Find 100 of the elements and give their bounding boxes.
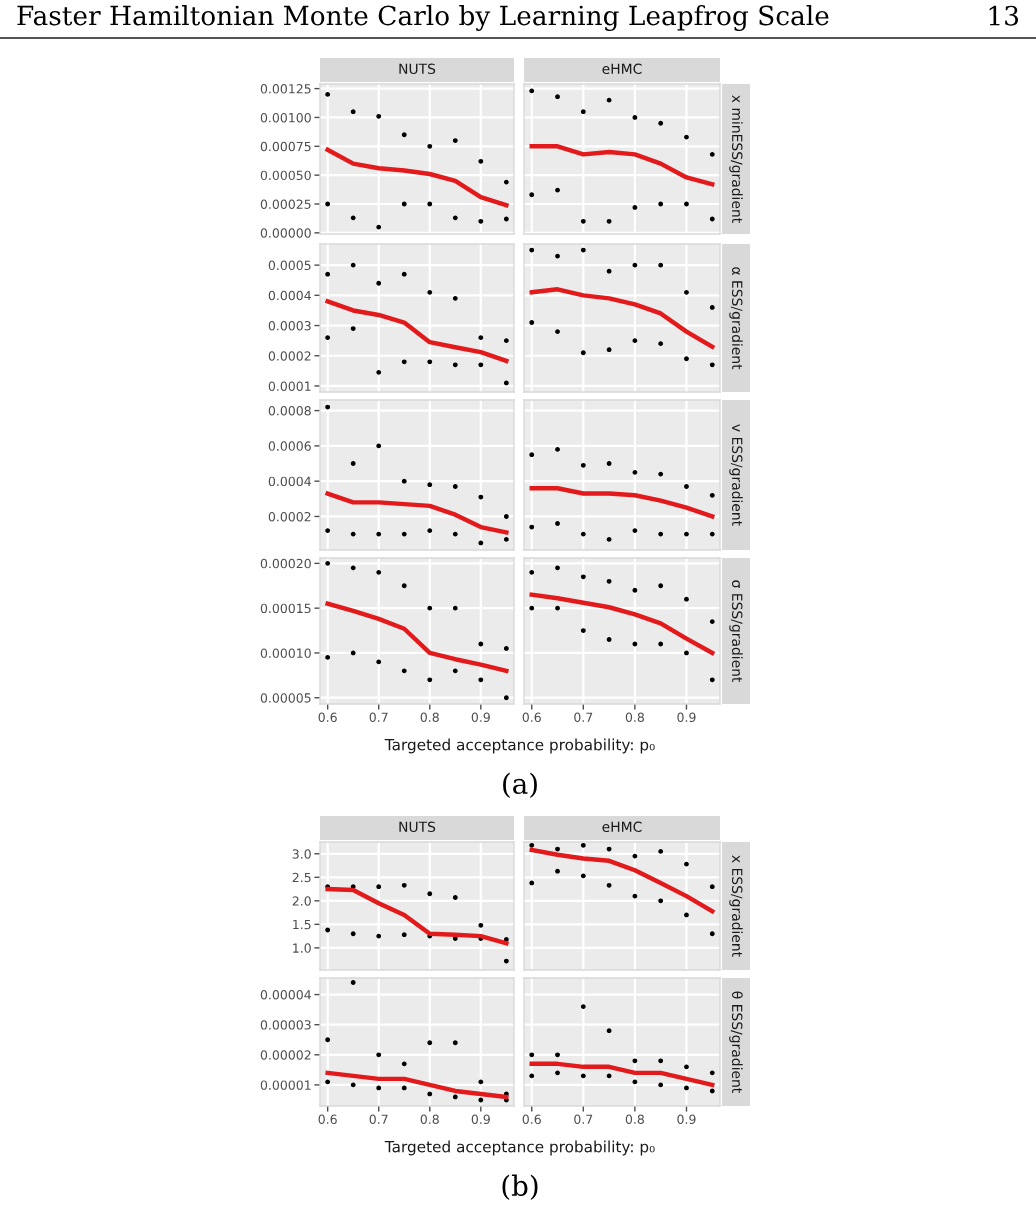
line-series (325, 491, 509, 535)
point (478, 1097, 484, 1103)
point (350, 215, 356, 221)
point (529, 192, 535, 198)
point (427, 677, 433, 683)
point (376, 1052, 382, 1058)
point (529, 524, 535, 530)
point (606, 218, 612, 224)
point (709, 151, 715, 157)
point (478, 335, 484, 341)
point (452, 362, 458, 368)
point (503, 958, 509, 964)
point (376, 531, 382, 537)
point (580, 109, 586, 115)
point (709, 931, 715, 937)
point (580, 574, 586, 580)
point (376, 224, 382, 230)
point (452, 531, 458, 537)
point (632, 338, 638, 344)
point (452, 668, 458, 674)
point (658, 898, 664, 904)
point (325, 404, 331, 410)
point (401, 478, 407, 484)
point (478, 362, 484, 368)
point (401, 882, 407, 888)
point (376, 113, 382, 119)
point (427, 1091, 433, 1097)
point (632, 587, 638, 593)
line-series (325, 601, 509, 674)
line-series (325, 1070, 509, 1100)
point (580, 462, 586, 468)
point (580, 350, 586, 356)
point (401, 132, 407, 138)
point (580, 531, 586, 537)
point (452, 1094, 458, 1100)
point (427, 289, 433, 295)
point (529, 1052, 535, 1058)
point (580, 873, 586, 879)
point (658, 341, 664, 347)
point (529, 452, 535, 458)
point (376, 884, 382, 890)
point (709, 492, 715, 498)
point (325, 1037, 331, 1043)
point (376, 659, 382, 665)
point (709, 362, 715, 368)
point (427, 1040, 433, 1046)
point (452, 605, 458, 611)
point (401, 359, 407, 365)
point (478, 540, 484, 546)
point (658, 471, 664, 477)
point (658, 1082, 664, 1088)
point (658, 120, 664, 126)
point (427, 891, 433, 897)
point (350, 109, 356, 115)
point (325, 335, 331, 341)
point (427, 482, 433, 488)
point (503, 216, 509, 222)
point (529, 880, 535, 886)
point (503, 338, 509, 344)
point (606, 347, 612, 353)
point (658, 262, 664, 268)
text: (b) (502, 1174, 538, 1200)
line-series (325, 299, 509, 364)
point (401, 271, 407, 277)
point (580, 1073, 586, 1079)
point (632, 469, 638, 475)
point (658, 641, 664, 647)
point (709, 216, 715, 222)
point (478, 641, 484, 647)
point (452, 215, 458, 221)
point (658, 583, 664, 589)
point (325, 91, 331, 97)
point (478, 158, 484, 164)
point (401, 1085, 407, 1091)
point (325, 271, 331, 277)
point (709, 884, 715, 890)
point (580, 247, 586, 253)
point (376, 569, 382, 575)
point (580, 218, 586, 224)
text: (a) (503, 772, 537, 798)
point (350, 565, 356, 571)
point (529, 569, 535, 575)
point (709, 677, 715, 683)
point (325, 1079, 331, 1085)
point (325, 560, 331, 566)
point (478, 1079, 484, 1085)
point (376, 933, 382, 939)
point (478, 494, 484, 500)
text: 13 (989, 5, 1019, 26)
point (401, 531, 407, 537)
point (376, 443, 382, 449)
point (452, 1040, 458, 1046)
point (529, 247, 535, 253)
point (401, 668, 407, 674)
text: Faster Hamiltonian Monte Carlo by Learning Leapfrog Scale (17, 5, 829, 31)
point (401, 583, 407, 589)
point (529, 842, 535, 848)
point (478, 218, 484, 224)
point (606, 882, 612, 888)
point (376, 1085, 382, 1091)
